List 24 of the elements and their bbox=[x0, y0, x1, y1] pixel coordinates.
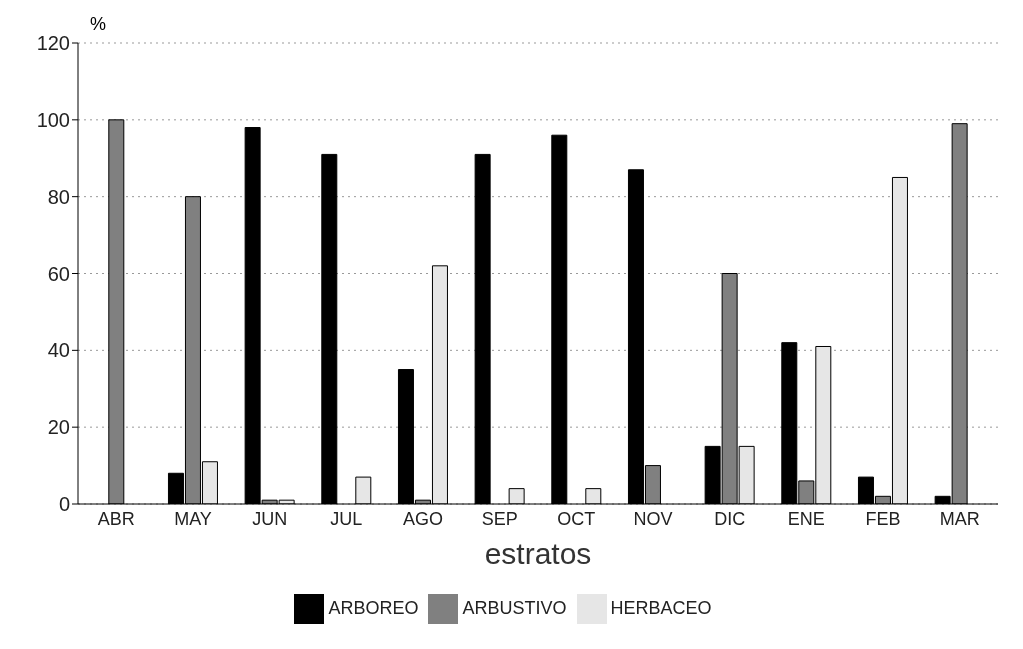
y-tick-label: 0 bbox=[58, 493, 70, 516]
y-tick-label: 80 bbox=[47, 185, 70, 208]
y-axis-title: % bbox=[90, 14, 107, 35]
x-tick-label: MAR bbox=[939, 508, 980, 529]
y-tick-label: 60 bbox=[47, 262, 70, 285]
legend-label: ARBUSTIVO bbox=[462, 597, 567, 618]
y-tick-label: 20 bbox=[47, 416, 70, 439]
x-tick-label: NOV bbox=[633, 508, 673, 529]
x-tick-label: ENE bbox=[787, 508, 825, 529]
x-tick-label: JUL bbox=[330, 508, 363, 529]
x-tick-label: OCT bbox=[557, 508, 596, 529]
x-tick-label: JUN bbox=[252, 508, 288, 529]
y-tick-label: 40 bbox=[47, 339, 70, 362]
y-tick-label: 100 bbox=[36, 108, 70, 131]
x-tick-label: DIC bbox=[714, 508, 746, 529]
x-axis-title: estratos bbox=[484, 537, 592, 570]
legend-label: HERBACEO bbox=[610, 597, 712, 618]
legend-label: ARBOREO bbox=[328, 597, 419, 618]
x-tick-label: AGO bbox=[402, 508, 444, 529]
x-tick-label: SEP bbox=[481, 508, 518, 529]
x-tick-label: MAY bbox=[174, 508, 212, 529]
x-tick-label: FEB bbox=[865, 508, 901, 529]
x-tick-label: ABR bbox=[97, 508, 135, 529]
y-tick-label: 120 bbox=[36, 32, 70, 55]
